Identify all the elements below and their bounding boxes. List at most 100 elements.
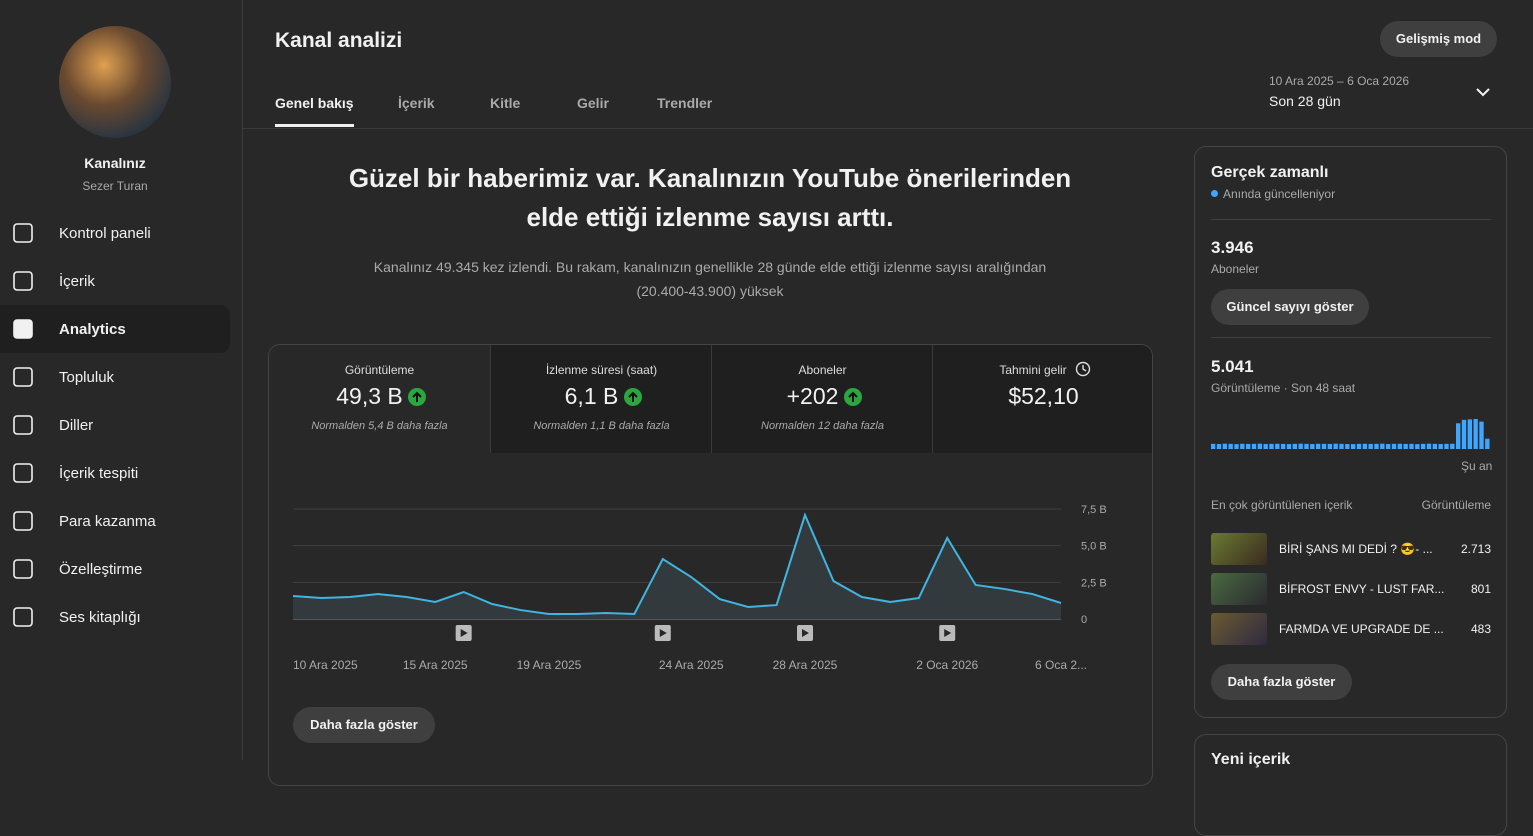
- nav-icon: [13, 607, 33, 627]
- metric-value: +202: [786, 383, 839, 409]
- clock-face: [1075, 361, 1091, 377]
- tab[interactable]: Gelir: [577, 95, 609, 111]
- realtime-bar: [1421, 443, 1426, 449]
- nav-label: Analytics: [59, 321, 126, 338]
- nav-item[interactable]: İçerik: [0, 257, 230, 305]
- tab[interactable]: Kitle: [490, 95, 521, 111]
- avatar[interactable]: [59, 26, 171, 138]
- nav-label: İçerik tespiti: [59, 465, 139, 482]
- thumbnail: [1211, 573, 1267, 605]
- new-content-title: Yeni içerik: [1211, 751, 1291, 768]
- realtime-bar: [1216, 444, 1222, 449]
- nav-item[interactable]: Topluluk: [0, 353, 230, 401]
- nav-item[interactable]: Ses kitaplığı: [0, 593, 230, 641]
- x-tick-label: 2 Oca 2026: [916, 658, 978, 672]
- insight-body-1: Kanalınız 49.345 kez izlendi. Bu rakam, …: [373, 259, 1047, 275]
- period[interactable]: Son 28 gün: [1269, 93, 1341, 109]
- realtime-bar: [1298, 443, 1303, 449]
- chart-more-button[interactable]: Daha fazla göster: [293, 707, 435, 743]
- realtime-bar: [1345, 444, 1350, 449]
- show-count-button[interactable]: Güncel sayıyı göster: [1211, 289, 1369, 325]
- icon-shape: [13, 271, 33, 291]
- realtime-status: Anında güncelleniyor: [1223, 187, 1336, 201]
- top-metric: Görüntüleme: [1421, 498, 1491, 512]
- thumbnail: [1211, 613, 1267, 645]
- period-dropdown[interactable]: [1474, 85, 1492, 101]
- tab[interactable]: Genel bakış: [275, 95, 354, 127]
- metric-label: Görüntüleme: [344, 363, 415, 377]
- nav-item[interactable]: Diller: [0, 401, 230, 449]
- top-item[interactable]: BİRİ ŞANS MI DEDİ ? 😎- ... 2.713: [1211, 533, 1491, 565]
- date-range: 10 Ara 2025 – 6 Oca 2026: [1269, 74, 1410, 88]
- y-tick-label: 2,5 B: [1081, 577, 1107, 589]
- x-tick-label: 15 Ara 2025: [403, 658, 468, 672]
- icon-shape: [13, 511, 33, 531]
- divider: [1211, 337, 1491, 338]
- nav-icon: [13, 511, 33, 531]
- realtime-bar: [1251, 443, 1257, 449]
- sidebar-divider: [242, 0, 243, 760]
- nav-item[interactable]: Analytics: [0, 305, 230, 353]
- nav-item[interactable]: Para kazanma: [0, 497, 230, 545]
- top-views: 483: [1470, 622, 1491, 636]
- metric-value: $52,10: [1008, 383, 1079, 409]
- x-tick-label: 6 Oca 2...: [1035, 658, 1087, 672]
- realtime-bar: [1403, 443, 1408, 449]
- nav-item[interactable]: İçerik tespiti: [0, 449, 230, 497]
- nav-item[interactable]: Kontrol paneli: [0, 209, 230, 257]
- realtime-bar: [1269, 443, 1274, 449]
- x-tick-label: 19 Ara 2025: [517, 658, 582, 672]
- realtime-bar: [1362, 443, 1367, 449]
- icon-shape: [13, 607, 33, 627]
- thumbnail: [1211, 533, 1267, 565]
- subscriber-count: 3.946: [1211, 238, 1254, 257]
- video-marker-play: [460, 629, 468, 637]
- clock-hands: [1082, 365, 1087, 372]
- realtime-bar: [1246, 443, 1251, 449]
- realtime-bar: [1310, 444, 1315, 449]
- trend-arrow: [848, 391, 858, 402]
- metric-tab[interactable]: İzlenme süresi (saat) 6,1 B Normalden 1,1 …: [490, 345, 712, 453]
- metric-label: Aboneler: [798, 363, 847, 377]
- tab[interactable]: İçerik: [398, 95, 435, 111]
- nav-label: Kontrol paneli: [59, 225, 151, 242]
- page-title: Kanal analizi: [275, 29, 403, 52]
- trend-up-icon: [843, 388, 862, 406]
- new-content-card: Yeni içerik: [1194, 734, 1507, 836]
- realtime-bar: [1391, 443, 1397, 449]
- nav-label: Özelleştirme: [59, 561, 143, 578]
- advanced-mode-button[interactable]: Gelişmiş mod: [1380, 21, 1497, 57]
- metric-tab[interactable]: Görüntüleme 49,3 B Normalden 5,4 B daha fa…: [269, 345, 490, 453]
- views-chart: 0 2,5 B 5,0 B 7,5 B 10 Ara 2025 15 Ara 2025 19…: [292, 504, 1107, 672]
- realtime-bar: [1368, 443, 1373, 449]
- video-marker-play: [944, 629, 952, 637]
- metric-tab[interactable]: Tahmini gelir $52,10: [932, 345, 1152, 453]
- realtime-card: Gerçek zamanlı Anında güncelleniyor 3.94…: [1194, 146, 1507, 718]
- metric-tab[interactable]: Aboneler +202 Normalden 12 daha fazla: [711, 345, 933, 453]
- insight-body-2: (20.400-43.900) yüksek: [636, 283, 784, 299]
- y-tick-label: 7,5 B: [1081, 504, 1107, 516]
- nav-icon: [13, 223, 33, 243]
- top-views: 2.713: [1460, 542, 1491, 556]
- more-button[interactable]: Daha fazla göster: [1211, 664, 1352, 700]
- y-tick-label: 5,0 B: [1081, 541, 1107, 553]
- nav-icon: [13, 367, 33, 387]
- realtime-bar: [1263, 444, 1268, 449]
- realtime-bar: [1333, 443, 1338, 449]
- realtime-bar: [1257, 443, 1262, 449]
- metric-note: Normalden 1,1 B daha fazla: [533, 420, 670, 432]
- nav-label: Ses kitaplığı: [59, 609, 141, 626]
- headline-2: elde ettiği izlenme sayısı arttı.: [526, 202, 894, 232]
- nav-label: İçerik: [59, 273, 95, 290]
- realtime-bar: [1222, 443, 1227, 449]
- top-item[interactable]: FARMDA VE UPGRADE DE ... 483: [1211, 613, 1491, 645]
- top-item[interactable]: BİFROST ENVY - LUST FAR... 801: [1211, 573, 1491, 605]
- realtime-bar: [1286, 444, 1292, 449]
- nav-item[interactable]: Özelleştirme: [0, 545, 230, 593]
- icon-shape: [13, 367, 33, 387]
- tab[interactable]: Trendler: [657, 95, 713, 111]
- subscriber-label: Aboneler: [1211, 262, 1260, 276]
- realtime-bar: [1426, 443, 1432, 449]
- realtime-bar: [1485, 438, 1490, 449]
